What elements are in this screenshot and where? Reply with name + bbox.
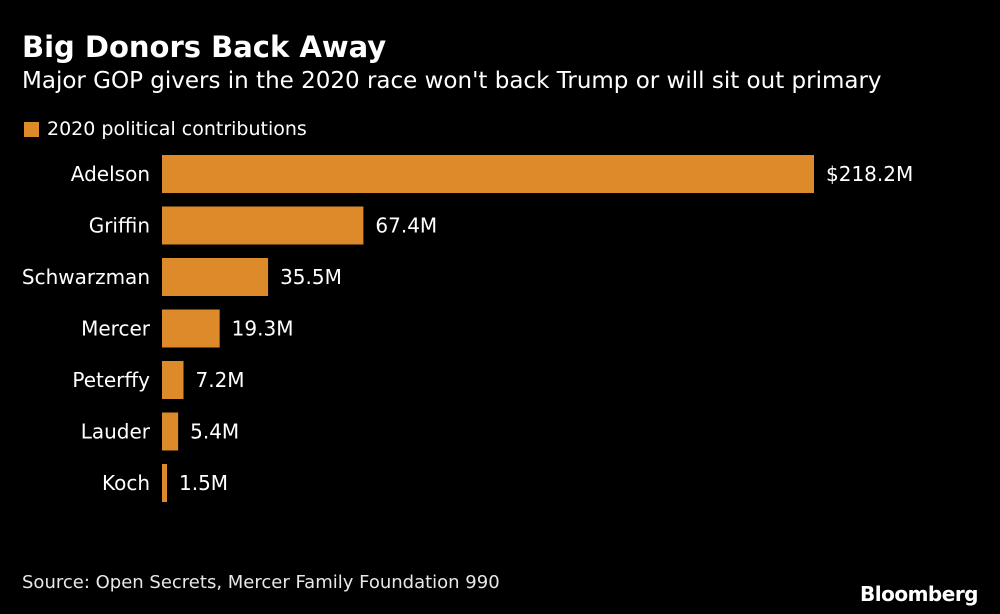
bloomberg-logo: Bloomberg [860, 582, 978, 606]
legend-label: 2020 political contributions [47, 118, 307, 140]
data-label: $218.2M [826, 162, 913, 186]
bar-adelson [162, 155, 814, 193]
source-note: Source: Open Secrets, Mercer Family Foun… [22, 572, 500, 593]
category-label: Schwarzman [22, 265, 150, 289]
data-label: 19.3M [232, 317, 294, 341]
category-label: Adelson [71, 162, 150, 186]
category-label: Griffin [89, 214, 150, 238]
legend-swatch [24, 121, 39, 137]
legend: 2020 political contributions [24, 118, 307, 140]
bar-koch [162, 464, 167, 502]
data-label: 67.4M [375, 214, 437, 238]
data-label: 35.5M [280, 265, 342, 289]
category-label: Peterffy [72, 368, 150, 392]
bar-schwarzman [162, 258, 269, 296]
category-label: Lauder [81, 420, 151, 444]
bar-mercer [162, 309, 220, 348]
category-label: Mercer [81, 317, 151, 341]
chart-title: Big Donors Back Away [22, 30, 387, 64]
bar-lauder [162, 412, 179, 451]
data-label: 7.2M [196, 368, 245, 392]
data-label: 1.5M [179, 471, 228, 495]
category-label: Koch [102, 471, 150, 495]
chart-subtitle: Major GOP givers in the 2020 race won't … [22, 68, 882, 94]
data-label: 5.4M [190, 420, 239, 444]
bar-peterffy [162, 361, 184, 399]
bar-griffin [162, 206, 364, 245]
